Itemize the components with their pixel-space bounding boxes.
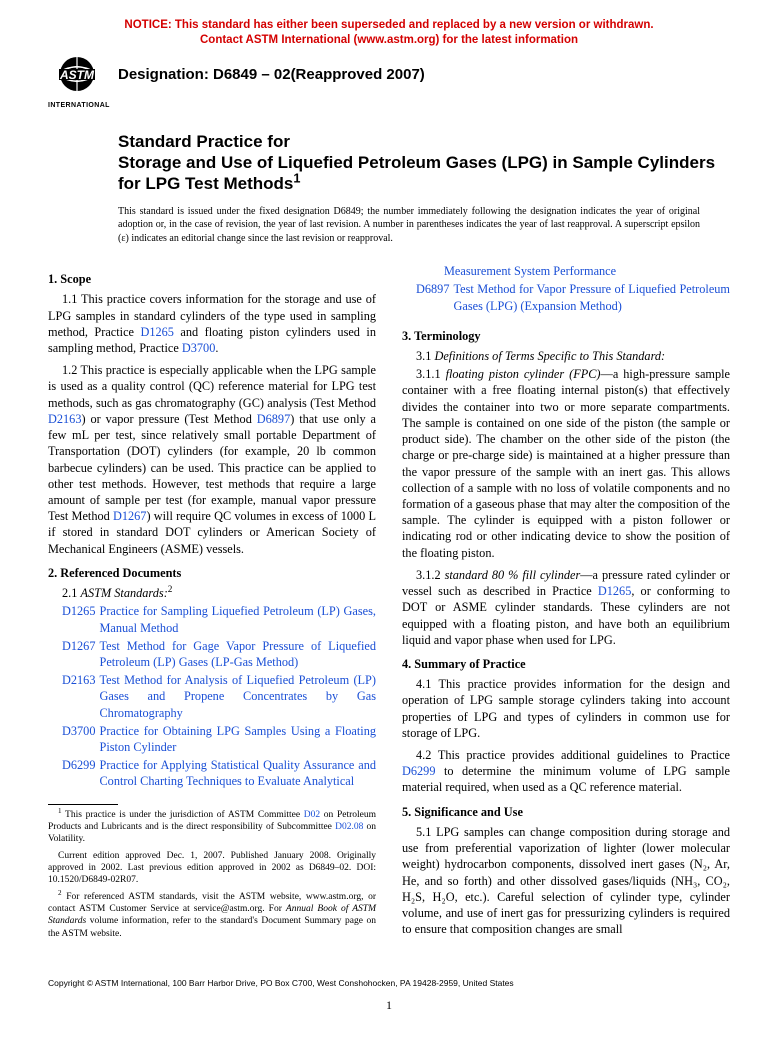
section-1-p2: 1.2 This practice is especially applicab… — [48, 362, 376, 557]
ref-title[interactable]: Practice for Obtaining LPG Samples Using… — [99, 723, 376, 755]
logo-label: INTERNATIONAL — [48, 102, 106, 109]
issuance-note: This standard is issued under the fixed … — [118, 205, 730, 246]
ref-d1265: D1265 Practice for Sampling Liquefied Pe… — [48, 603, 376, 635]
ref-code[interactable]: D1265 — [62, 603, 95, 635]
section-2-head: 2. Referenced Documents — [48, 565, 376, 581]
copyright: Copyright © ASTM International, 100 Barr… — [48, 978, 730, 988]
ref-title[interactable]: Practice for Applying Statistical Qualit… — [99, 757, 376, 789]
header: ASTM INTERNATIONAL Designation: D6849 – … — [48, 56, 730, 109]
section-3-head: 3. Terminology — [402, 328, 730, 344]
ref-d6897: D6897 Test Method for Vapor Pressure of … — [402, 281, 730, 313]
ref-title[interactable]: Practice for Sampling Liquefied Petroleu… — [99, 603, 376, 635]
section-4-p1: 4.1 This practice provides information f… — [402, 676, 730, 741]
ref-code[interactable]: D6897 — [416, 281, 449, 313]
ref-code[interactable]: D6299 — [62, 757, 95, 789]
link-d1265[interactable]: D1265 — [140, 325, 173, 339]
notice-line1: NOTICE: This standard has either been su… — [124, 19, 653, 31]
link-d3700[interactable]: D3700 — [182, 341, 215, 355]
left-column: 1. Scope 1.1 This practice covers inform… — [48, 263, 376, 944]
title-block: Standard Practice for Storage and Use of… — [118, 131, 730, 195]
link-d0208[interactable]: D02.08 — [335, 822, 363, 832]
ref-d1267: D1267 Test Method for Gage Vapor Pressur… — [48, 638, 376, 670]
link-d1267[interactable]: D1267 — [113, 509, 146, 523]
ref-d3700: D3700 Practice for Obtaining LPG Samples… — [48, 723, 376, 755]
designation: Designation: D6849 – 02(Reapproved 2007) — [118, 66, 425, 83]
section-3-sub: 3.1 Definitions of Terms Specific to Thi… — [402, 348, 730, 364]
ref-code[interactable]: D3700 — [62, 723, 95, 755]
ref-title[interactable]: Test Method for Analysis of Liquefied Pe… — [99, 672, 376, 721]
footnotes: 1 This practice is under the jurisdictio… — [48, 809, 376, 940]
section-1-head: 1. Scope — [48, 271, 376, 287]
link-d2163[interactable]: D2163 — [48, 412, 81, 426]
ref-d6299-cont[interactable]: Measurement System Performance — [402, 263, 730, 279]
link-d6299-b[interactable]: D6299 — [402, 764, 435, 778]
link-d1265-b[interactable]: D1265 — [598, 584, 631, 598]
footnote-1: 1 This practice is under the jurisdictio… — [48, 809, 376, 846]
section-2-sub: 2.1 ASTM Standards:2 — [48, 585, 376, 601]
svg-text:ASTM: ASTM — [59, 68, 95, 82]
title-main: Storage and Use of Liquefied Petroleum G… — [118, 152, 730, 195]
link-d02[interactable]: D02 — [304, 810, 320, 820]
ref-code[interactable]: D2163 — [62, 672, 95, 721]
document-page: NOTICE: This standard has either been su… — [0, 0, 778, 1041]
ref-title[interactable]: Test Method for Vapor Pressure of Liquef… — [453, 281, 730, 313]
page-number: 1 — [48, 998, 730, 1013]
astm-logo-icon: ASTM — [50, 56, 104, 100]
section-5-head: 5. Significance and Use — [402, 804, 730, 820]
section-3-p1: 3.1.1 floating piston cylinder (FPC)—a h… — [402, 366, 730, 561]
ref-d6299: D6299 Practice for Applying Statistical … — [48, 757, 376, 789]
section-1-p1: 1.1 This practice covers information for… — [48, 291, 376, 356]
section-3-p2: 3.1.2 standard 80 % fill cylinder—a pres… — [402, 567, 730, 648]
section-4-p2: 4.2 This practice provides additional gu… — [402, 747, 730, 796]
title-kicker: Standard Practice for — [118, 131, 730, 152]
notice-line2: Contact ASTM International (www.astm.org… — [200, 34, 578, 46]
astm-logo: ASTM INTERNATIONAL — [48, 56, 106, 109]
section-4-head: 4. Summary of Practice — [402, 656, 730, 672]
ref-code[interactable]: D1267 — [62, 638, 95, 670]
section-5-p1: 5.1 LPG samples can change composition d… — [402, 824, 730, 938]
ref-title[interactable]: Test Method for Gage Vapor Pressure of L… — [99, 638, 376, 670]
notice-banner: NOTICE: This standard has either been su… — [48, 18, 730, 48]
footnote-1-cont: Current edition approved Dec. 1, 2007. P… — [48, 850, 376, 887]
right-column: Measurement System Performance D6897 Tes… — [402, 263, 730, 944]
footnote-2: 2 For referenced ASTM standards, visit t… — [48, 891, 376, 940]
ref-d2163: D2163 Test Method for Analysis of Liquef… — [48, 672, 376, 721]
body-columns: 1. Scope 1.1 This practice covers inform… — [48, 263, 730, 944]
footnote-rule — [48, 804, 118, 805]
link-d6897[interactable]: D6897 — [257, 412, 290, 426]
